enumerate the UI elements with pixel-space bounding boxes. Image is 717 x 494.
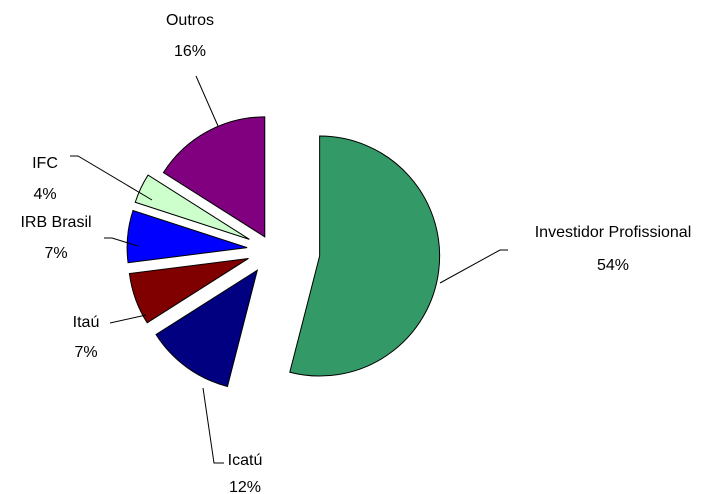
leader-line bbox=[70, 155, 153, 201]
slice-value-label: 4% bbox=[33, 186, 56, 203]
pie-slice bbox=[162, 116, 266, 238]
leader-line bbox=[109, 314, 147, 324]
slice-label: Itaú bbox=[73, 314, 100, 331]
slice-value-label: 12% bbox=[229, 479, 261, 494]
pie-slice bbox=[126, 209, 248, 264]
slice-label: IFC bbox=[32, 155, 58, 172]
leader-line bbox=[195, 75, 219, 127]
slice-label: Outros bbox=[166, 12, 214, 29]
slice-label: Investidor Profissional bbox=[535, 224, 692, 241]
slice-value-label: 7% bbox=[74, 344, 97, 361]
slice-label: IRB Brasil bbox=[20, 214, 91, 231]
slice-label: Icatú bbox=[228, 452, 263, 469]
pie-slice bbox=[134, 174, 250, 240]
leader-line bbox=[104, 237, 139, 247]
pie-slice bbox=[289, 135, 441, 377]
slice-value-label: 16% bbox=[174, 43, 206, 60]
slice-value-label: 54% bbox=[597, 257, 629, 274]
pie-slice bbox=[155, 269, 259, 388]
pie-slice bbox=[128, 257, 249, 324]
slice-value-label: 7% bbox=[44, 245, 67, 262]
leader-line bbox=[439, 249, 508, 284]
leader-line bbox=[202, 387, 224, 464]
